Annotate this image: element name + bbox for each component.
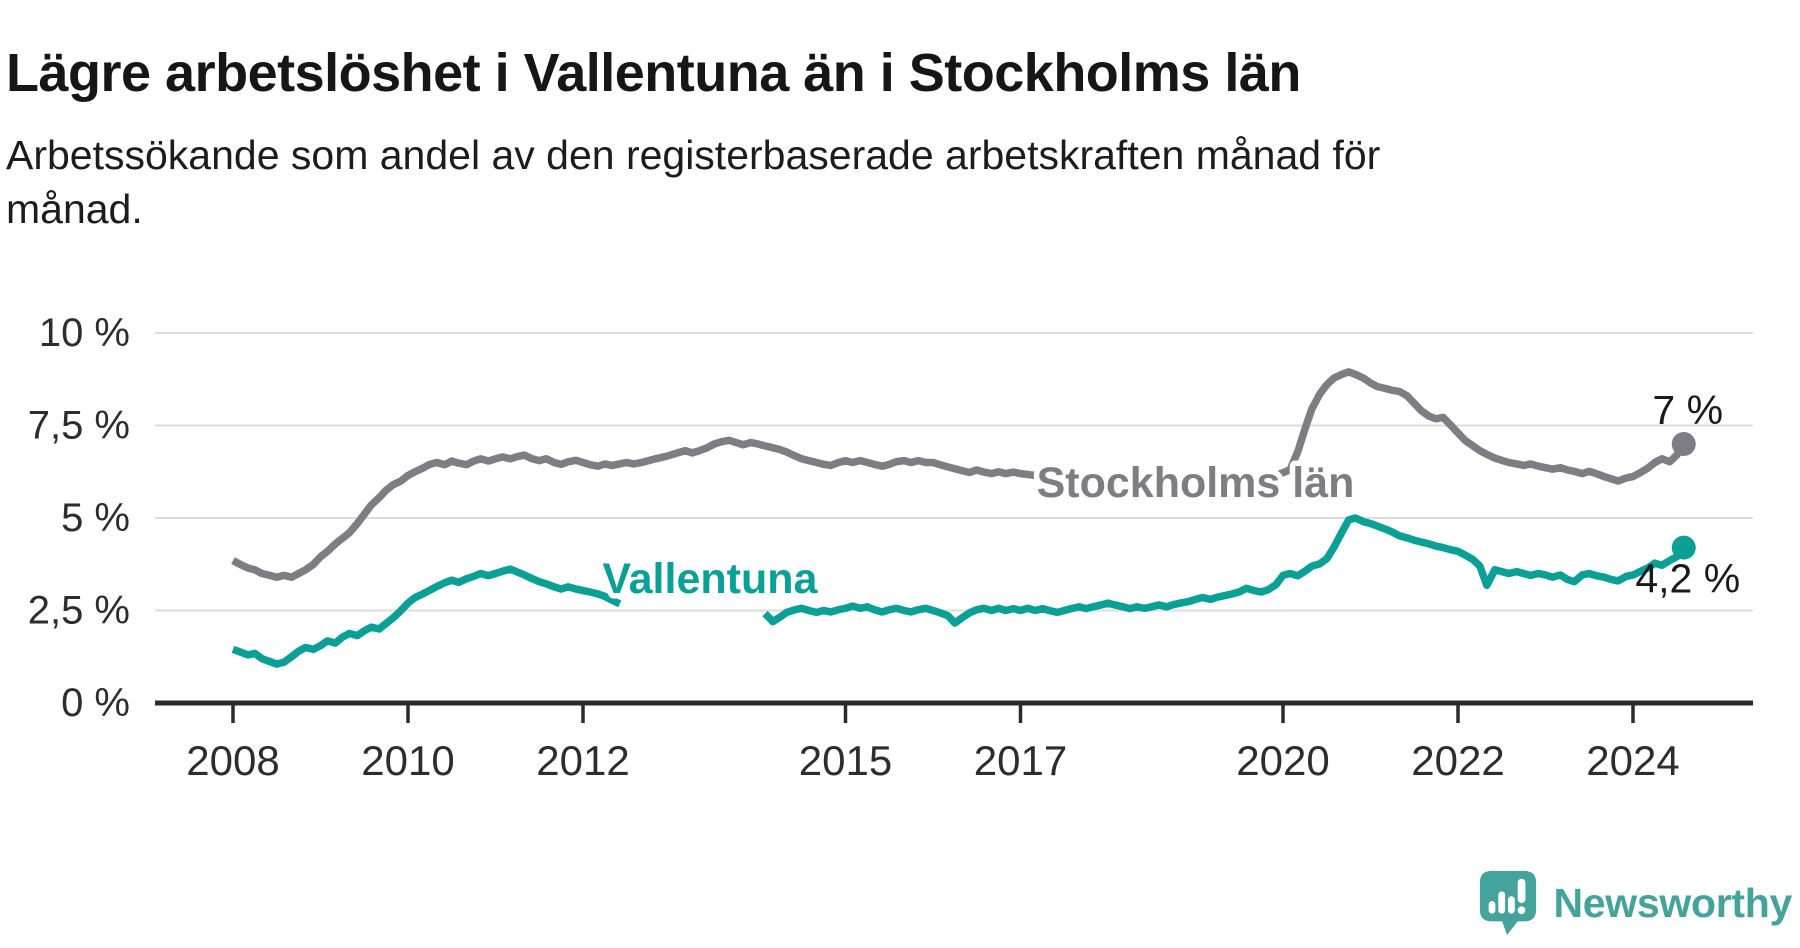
x-tick-label-2012: 2012 <box>536 737 629 784</box>
x-tick-label-2015: 2015 <box>799 737 892 784</box>
series-label-vallentuna: Vallentuna <box>602 555 818 603</box>
logo-bar-1 <box>1488 901 1495 914</box>
x-tick-label-2017: 2017 <box>974 737 1067 784</box>
chart-subtitle-line-1: Arbetssökande som andel av den registerb… <box>6 132 1381 178</box>
newsworthy-logo-icon <box>1479 871 1536 935</box>
y-tick-label-7.5: 7,5 % <box>28 404 130 448</box>
y-tick-label-5: 5 % <box>61 496 130 540</box>
y-tick-label-2.5: 2,5 % <box>28 589 130 633</box>
chart-subtitle-line-2: månad. <box>6 186 143 232</box>
logo-exclamation-dot <box>1517 906 1525 915</box>
x-tick-label-2020: 2020 <box>1236 737 1329 784</box>
end-label-stockholms-län: 7 % <box>1652 387 1723 433</box>
y-tick-label-10: 10 % <box>39 311 130 355</box>
series-label-stockholms-län: Stockholms län <box>1037 459 1355 507</box>
logo-exclamation-stem <box>1517 878 1525 903</box>
logo-bar-3 <box>1507 896 1515 914</box>
chart-title: Lägre arbetslöshet i Vallentuna än i Sto… <box>6 43 1301 104</box>
newsworthy-logo: Newsworthy <box>1477 868 1793 938</box>
x-tick-label-2022: 2022 <box>1411 737 1504 784</box>
end-dot-stockholms-län <box>1671 432 1696 456</box>
series-line-vallentuna-seg1 <box>231 565 622 668</box>
chart-subtitle: Arbetssökande som andel av den registerb… <box>6 128 1380 236</box>
x-tick-label-2008: 2008 <box>186 737 279 784</box>
series-line-stockholms-län <box>231 368 1687 581</box>
logo-bar-2 <box>1497 891 1505 914</box>
end-dot-vallentuna <box>1671 535 1696 560</box>
end-label-vallentuna: 4,2 % <box>1635 556 1740 602</box>
x-tick-label-2010: 2010 <box>361 737 454 784</box>
x-tick-label-2024: 2024 <box>1586 737 1679 784</box>
series-line-vallentuna-seg2 <box>762 514 1687 627</box>
newsworthy-logo-text: Newsworthy <box>1553 879 1793 926</box>
y-tick-label-0: 0 % <box>61 681 130 725</box>
